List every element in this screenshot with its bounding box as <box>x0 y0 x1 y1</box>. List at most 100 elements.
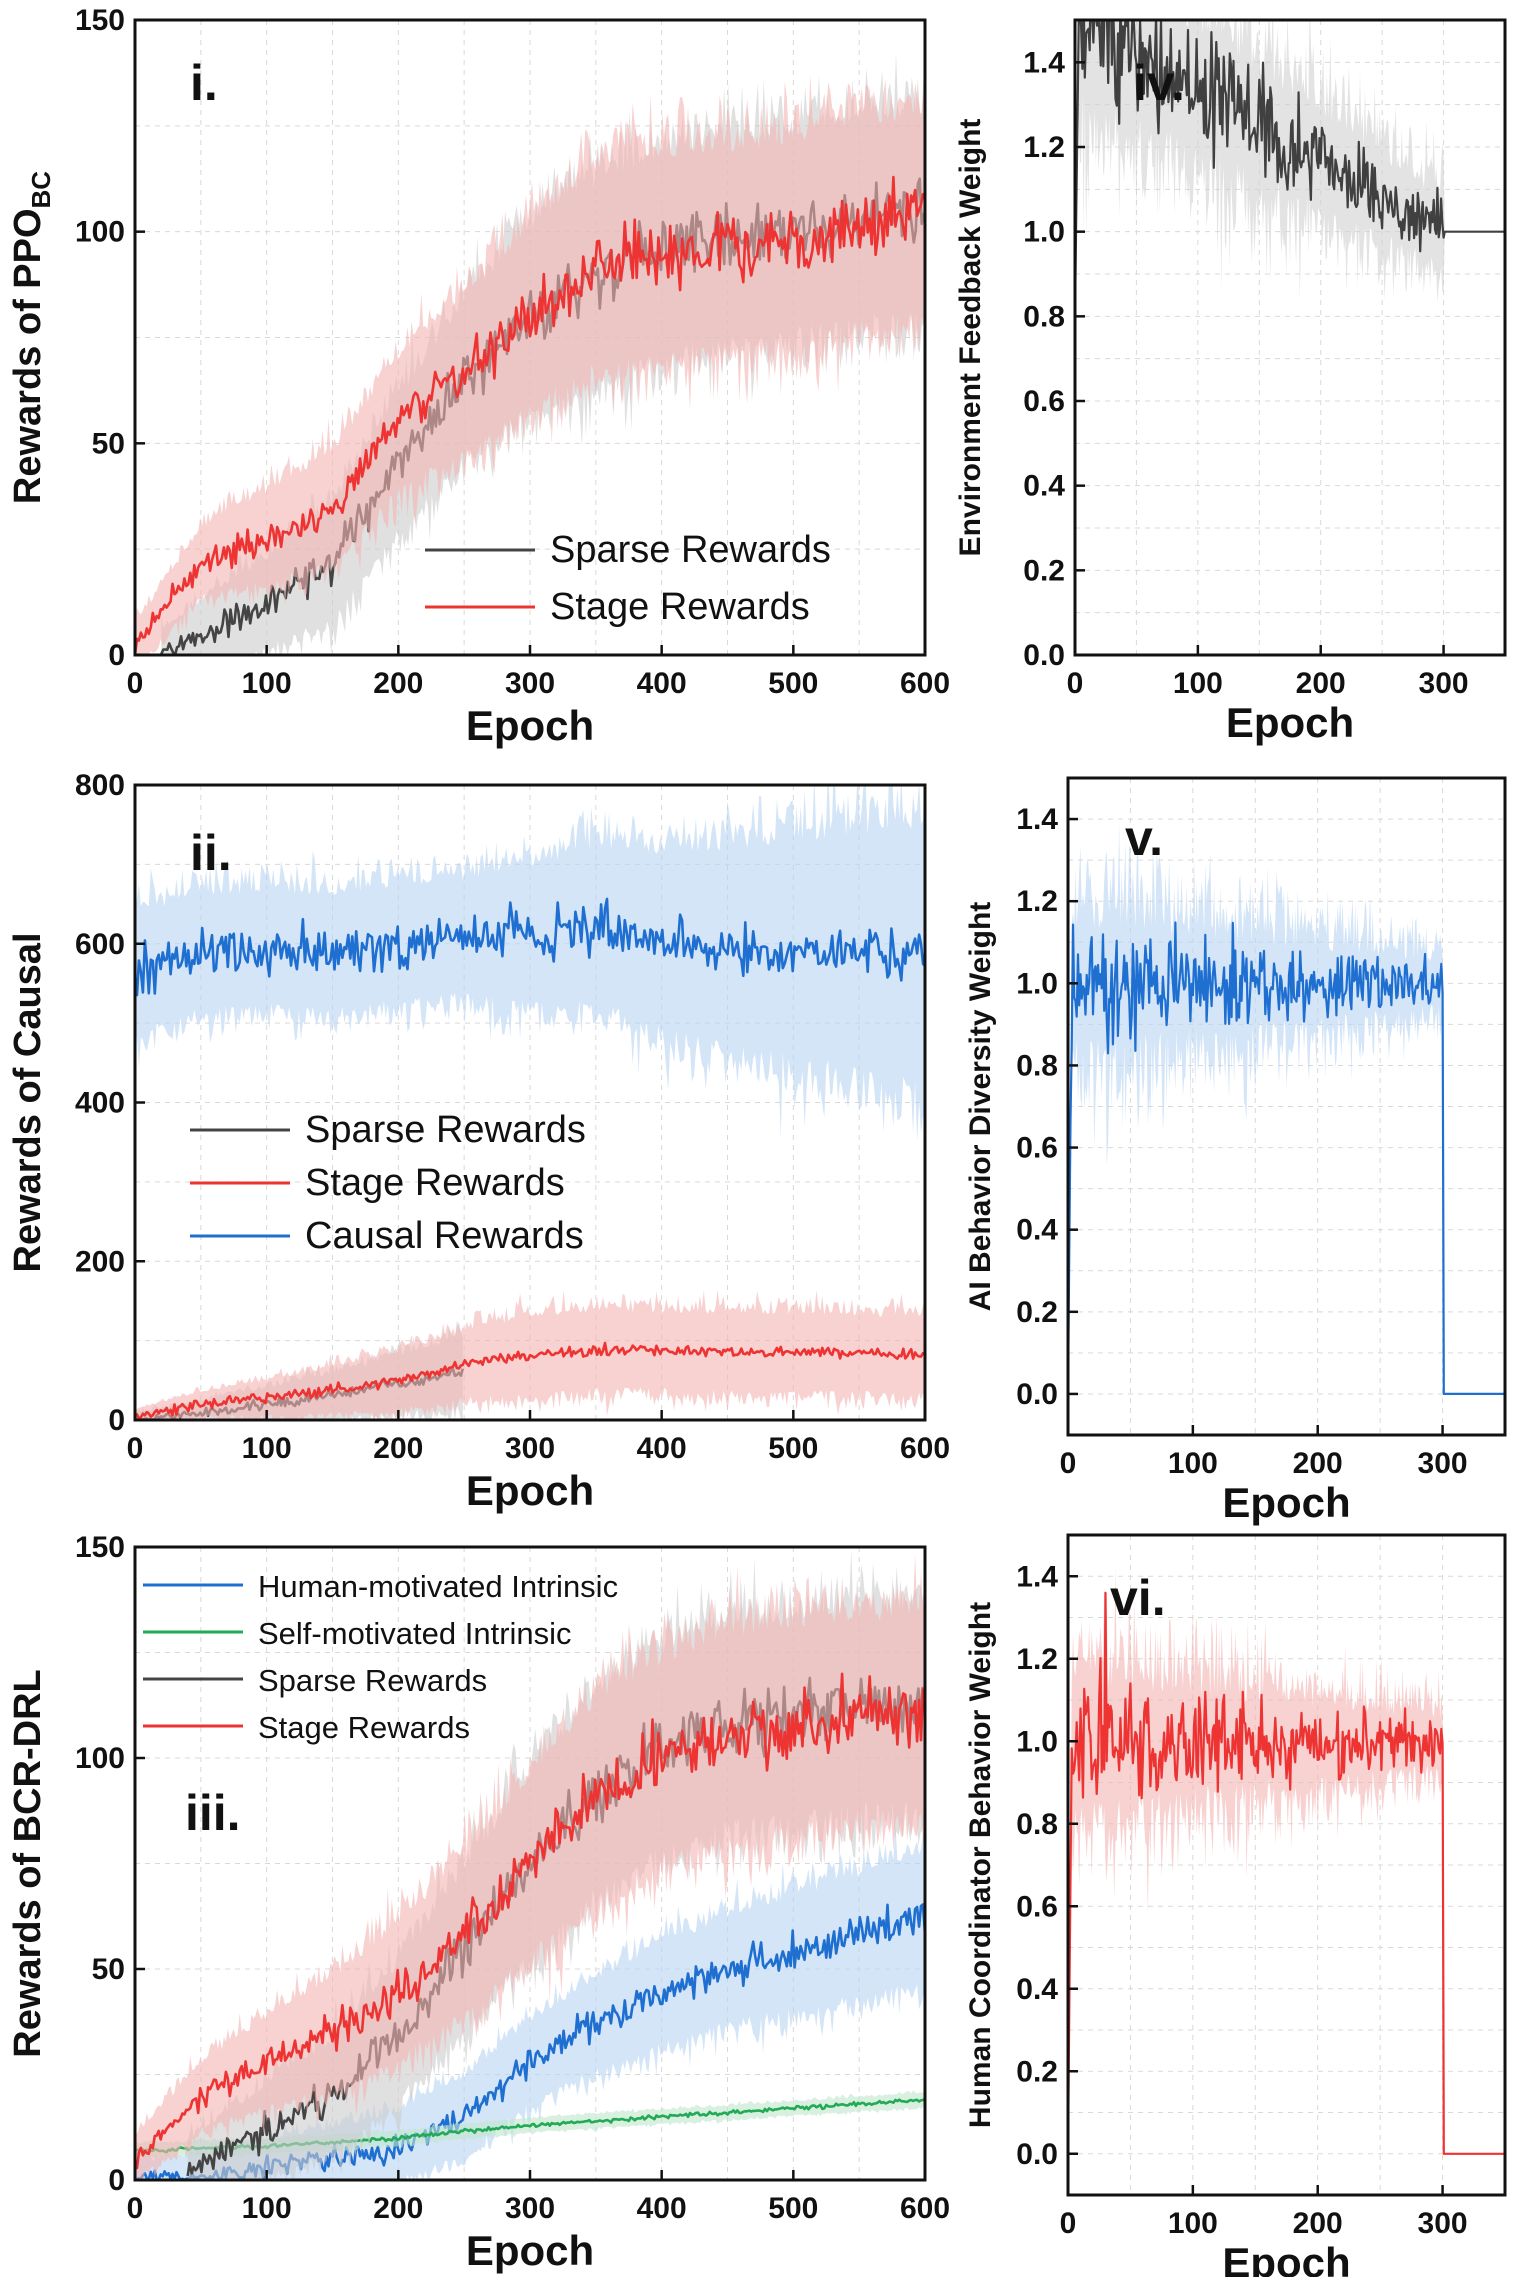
x-tick-label: 300 <box>505 667 555 700</box>
legend-label: Sparse Rewards <box>550 529 831 571</box>
x-tick-label: 0 <box>1067 667 1084 700</box>
series-band-4 <box>135 1553 925 2180</box>
legend-label: Human-motivated Intrinsic <box>258 1569 618 1604</box>
y-tick-label: 0.6 <box>1023 385 1065 418</box>
x-axis: 0 100 200 300 400 500 600 Epoch <box>127 645 950 749</box>
x-tick-label: 0 <box>1060 1447 1077 1480</box>
x-tick-label: 200 <box>1293 2207 1343 2240</box>
y-tick-label: 1.0 <box>1016 967 1058 1000</box>
panel-label: iii. <box>185 1785 241 1841</box>
y-tick-label: 400 <box>75 1087 125 1120</box>
chart-panel-iii: 0 100 200 300 400 500 600 Epoch 0 50 100 150 Rewards… <box>7 1531 950 2274</box>
panel-label: iv. <box>1133 55 1185 111</box>
y-tick-label: 0.8 <box>1016 1808 1058 1841</box>
x-tick-label: 0 <box>127 667 144 700</box>
x-tick-label: 300 <box>1419 667 1469 700</box>
axes-frame <box>1066 1533 1507 2197</box>
y-tick-label: 0.0 <box>1016 2138 1058 2171</box>
legend-label: Sparse Rewards <box>305 1109 586 1151</box>
x-axis-label: Epoch <box>1222 2239 1350 2277</box>
y-axis-label: Environment Feedback Weight <box>954 119 987 557</box>
y-axis: 0 50 100 150 Rewards of BCR-DRL <box>7 1531 145 2197</box>
x-tick-label: 400 <box>637 667 687 700</box>
plot-area <box>1068 1567 1505 2155</box>
x-axis-label: Epoch <box>466 1467 594 1514</box>
x-tick-label: 300 <box>505 2192 555 2225</box>
series-band-1 <box>1068 1567 1505 2154</box>
series-line-1 <box>1068 1591 1505 2155</box>
legend: Sparse Rewards Stage Rewards Causal Reward… <box>190 1109 586 1257</box>
y-axis: 0.0 0.2 0.4 0.6 0.8 1.0 1.2 1.4 Environment Feed… <box>954 46 1085 672</box>
y-tick-label: 0.8 <box>1023 300 1065 333</box>
y-tick-label: 0.2 <box>1016 2055 1058 2088</box>
x-tick-label: 400 <box>637 1432 687 1465</box>
x-axis-label: Epoch <box>1226 699 1354 746</box>
x-tick-label: 200 <box>1293 1447 1343 1480</box>
panel-label: v. <box>1125 810 1163 866</box>
axes-frame <box>1073 18 1507 657</box>
y-tick-label: 50 <box>92 1953 125 1986</box>
y-tick-label: 800 <box>75 769 125 802</box>
y-axis-label: Human Coordinator Behavior Weight <box>964 1602 997 2128</box>
x-tick-label: 600 <box>900 2192 950 2225</box>
legend: Human-motivated Intrinsic Self-motivated … <box>143 1569 618 1745</box>
y-tick-label: 150 <box>75 4 125 37</box>
x-tick-label: 600 <box>900 667 950 700</box>
y-tick-label: 150 <box>75 1531 125 1564</box>
y-tick-label: 200 <box>75 1245 125 1278</box>
y-tick-label: 0.4 <box>1016 1214 1058 1247</box>
x-axis-label: Epoch <box>1222 1479 1350 1526</box>
y-tick-label: 0 <box>108 1404 125 1437</box>
x-axis-label: Epoch <box>466 702 594 749</box>
y-tick-label: 0 <box>108 639 125 672</box>
x-axis: 0 100 200 300 Epoch <box>1060 1425 1468 1526</box>
x-axis: 0 100 200 300 Epoch <box>1060 2185 1468 2277</box>
x-tick-label: 300 <box>1418 2207 1468 2240</box>
x-tick-label: 100 <box>1173 667 1223 700</box>
y-axis-label: Rewards of Causal <box>7 933 49 1273</box>
y-axis: 0.0 0.2 0.4 0.6 0.8 1.0 1.2 1.4 Human Coordinato… <box>964 1560 1078 2171</box>
y-tick-label: 1.4 <box>1016 803 1058 836</box>
x-tick-label: 400 <box>637 2192 687 2225</box>
x-tick-label: 200 <box>373 1432 423 1465</box>
y-tick-label: 1.2 <box>1023 131 1065 164</box>
x-tick-label: 200 <box>373 667 423 700</box>
y-axis: 0 50 100 150 Rewards of PPOBC <box>7 4 145 672</box>
x-tick-label: 500 <box>768 1432 818 1465</box>
panel-label: i. <box>190 55 218 111</box>
x-tick-label: 0 <box>127 1432 144 1465</box>
y-tick-label: 0.2 <box>1023 554 1065 587</box>
y-tick-label: 0.8 <box>1016 1049 1058 1082</box>
legend-label: Causal Rewards <box>305 1215 584 1257</box>
gridlines <box>1068 778 1505 1435</box>
y-axis-label: Rewards of BCR-DRL <box>7 1669 49 2057</box>
y-tick-label: 1.2 <box>1016 885 1058 918</box>
x-tick-label: 100 <box>242 667 292 700</box>
series-band-1 <box>1068 822 1505 1394</box>
legend-label: Stage Rewards <box>305 1162 565 1204</box>
y-tick-label: 0.6 <box>1016 1132 1058 1165</box>
x-tick-label: 300 <box>1418 1447 1468 1480</box>
plot-area <box>135 1549 925 2180</box>
x-axis: 0 100 200 300 Epoch <box>1067 645 1469 746</box>
legend: Sparse Rewards Stage Rewards <box>425 529 831 628</box>
series-band-3 <box>135 785 925 1142</box>
legend-label: Stage Rewards <box>258 1710 470 1745</box>
x-tick-label: 500 <box>768 2192 818 2225</box>
x-tick-label: 200 <box>1296 667 1346 700</box>
y-tick-label: 1.0 <box>1023 216 1065 249</box>
x-axis-label: Epoch <box>466 2227 594 2274</box>
y-axis-label: AI Behavior Diversity Weight <box>964 902 997 1312</box>
x-tick-label: 0 <box>127 2192 144 2225</box>
series-line-4 <box>135 1672 925 2170</box>
y-axis-label-subscript: BC <box>26 171 56 209</box>
panel-label: vi. <box>1110 1570 1166 1626</box>
y-tick-label: 1.4 <box>1023 46 1065 79</box>
x-tick-label: 100 <box>242 2192 292 2225</box>
y-tick-label: 0.4 <box>1016 1973 1058 2006</box>
y-tick-label: 0.2 <box>1016 1296 1058 1329</box>
chart-panel-i: 0 100 200 300 400 500 600 Epoch 0 50 100 150 Rewards… <box>7 4 950 749</box>
legend-label: Self-motivated Intrinsic <box>258 1616 572 1651</box>
series-line-2 <box>135 1341 925 1420</box>
